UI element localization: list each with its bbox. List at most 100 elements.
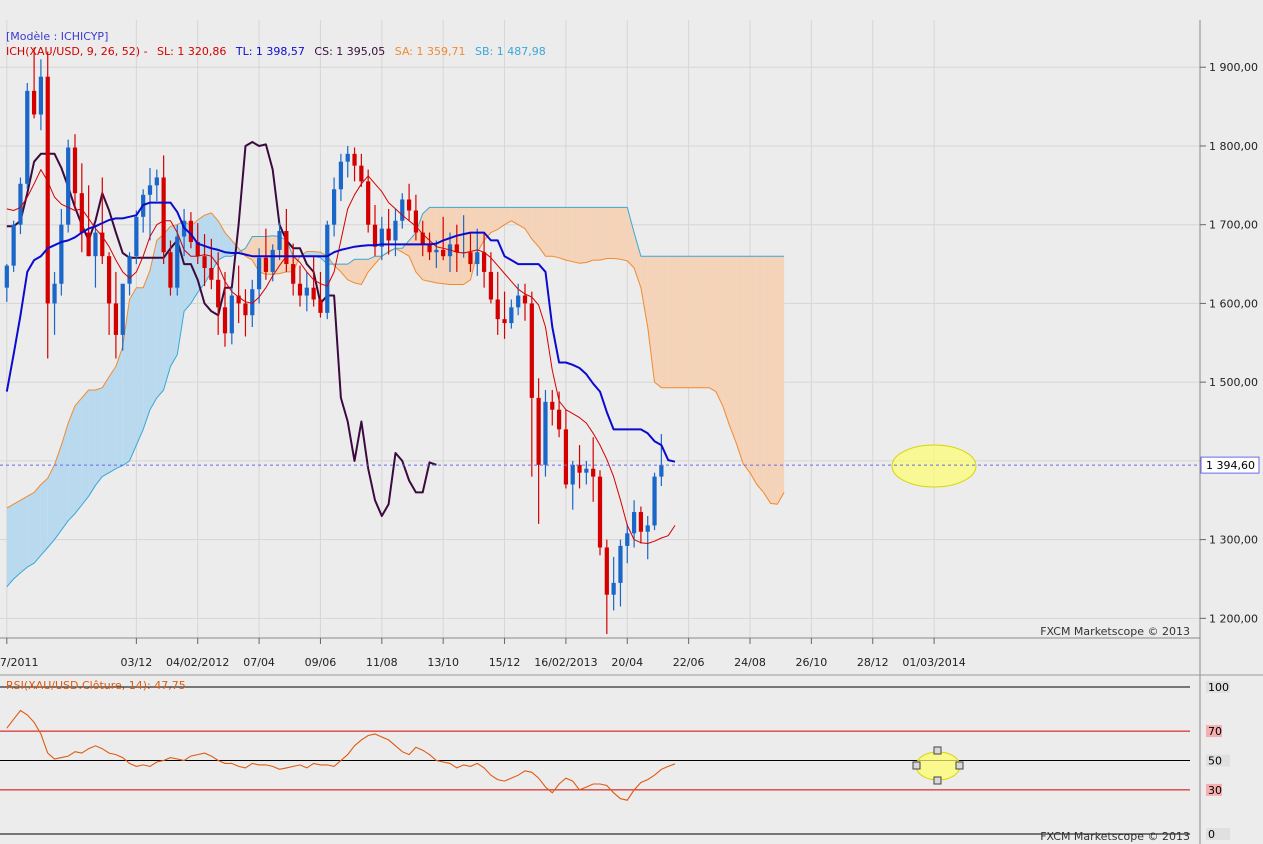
cloud-segment bbox=[368, 256, 375, 272]
candle bbox=[488, 252, 494, 304]
candle bbox=[359, 153, 364, 187]
candle bbox=[127, 252, 132, 296]
candle-body bbox=[366, 181, 371, 225]
candle bbox=[625, 523, 630, 564]
cloud-segment bbox=[122, 299, 130, 466]
candle bbox=[645, 515, 650, 560]
x-tick-label: 26/10 bbox=[796, 656, 828, 669]
candle bbox=[604, 539, 609, 635]
candle-body bbox=[318, 299, 323, 313]
candle-body bbox=[4, 265, 9, 288]
x-tick-label: 11/08 bbox=[366, 656, 398, 669]
candle bbox=[468, 232, 473, 272]
candle-body bbox=[379, 228, 384, 247]
selection-handles bbox=[912, 746, 964, 785]
cloud-segment bbox=[593, 207, 600, 261]
candle bbox=[168, 240, 173, 296]
candle-body bbox=[618, 545, 623, 583]
cloud-segment bbox=[6, 504, 14, 587]
candle bbox=[495, 271, 500, 335]
cloud-segment bbox=[13, 500, 21, 579]
cs-value: CS: 1 395,05 bbox=[314, 45, 385, 58]
cloud-segment bbox=[743, 256, 750, 473]
candle-body bbox=[386, 228, 391, 241]
candle-body bbox=[79, 193, 84, 233]
candle bbox=[106, 252, 112, 335]
cloud-segment bbox=[463, 207, 471, 285]
cloud-segment bbox=[668, 256, 675, 388]
candle bbox=[256, 248, 262, 304]
candle bbox=[509, 299, 514, 329]
candle bbox=[86, 185, 91, 257]
candle-body bbox=[325, 224, 330, 313]
cloud-segment bbox=[750, 256, 757, 485]
cloud-segment bbox=[95, 387, 103, 486]
candle-body bbox=[529, 303, 534, 398]
cloud-segment bbox=[709, 256, 716, 392]
candle bbox=[372, 205, 378, 257]
candle bbox=[481, 232, 487, 288]
y-tick-label: 1 300,00 bbox=[1209, 534, 1258, 547]
cloud-segment bbox=[20, 496, 28, 573]
cloud-segment bbox=[640, 256, 648, 328]
candle bbox=[338, 153, 344, 202]
candle bbox=[536, 378, 541, 524]
candle bbox=[652, 472, 657, 531]
candle-body bbox=[297, 283, 303, 296]
candle bbox=[4, 264, 9, 302]
candle-body bbox=[604, 547, 609, 595]
candle bbox=[72, 134, 78, 209]
selection-handle[interactable] bbox=[955, 761, 964, 770]
selection-handle[interactable] bbox=[933, 746, 942, 755]
cloud-segment bbox=[347, 259, 355, 283]
cloud-segment bbox=[340, 264, 348, 280]
candle bbox=[284, 208, 289, 272]
candle-body bbox=[216, 279, 221, 308]
sl-value: SL: 1 320,86 bbox=[157, 45, 226, 58]
x-tick-label: 24/08 bbox=[734, 656, 766, 669]
candle-body bbox=[652, 476, 657, 526]
y-tick-label: 1 900,00 bbox=[1209, 61, 1258, 74]
candle bbox=[427, 232, 432, 261]
candle bbox=[161, 155, 166, 265]
candle-body bbox=[86, 232, 91, 257]
cloud-segment bbox=[81, 390, 89, 505]
candle-body bbox=[263, 257, 269, 272]
candle-body bbox=[113, 303, 119, 335]
candle-body bbox=[570, 464, 575, 485]
cloud-segment bbox=[211, 212, 219, 272]
candle bbox=[638, 506, 644, 544]
cloud-segment bbox=[102, 376, 110, 477]
candlestick-series bbox=[4, 47, 664, 635]
candle-body bbox=[93, 232, 98, 257]
candle bbox=[59, 208, 64, 296]
candle bbox=[93, 224, 98, 288]
selection-handle[interactable] bbox=[912, 761, 921, 770]
cloud-segment bbox=[27, 492, 35, 568]
cloud-segment bbox=[156, 234, 164, 398]
cloud-segment bbox=[47, 464, 55, 548]
y-tick-label: 1 200,00 bbox=[1209, 612, 1258, 625]
x-tick-label: 20/04 bbox=[611, 656, 643, 669]
rsi-level-tag bbox=[1206, 725, 1222, 738]
candle-body bbox=[550, 401, 555, 410]
price-tag: 1 394,60 bbox=[1206, 459, 1255, 472]
kijun-line bbox=[5, 201, 676, 463]
cloud-segment bbox=[565, 207, 573, 262]
candle-body bbox=[631, 512, 637, 534]
rsi-level-tag bbox=[1206, 681, 1230, 693]
candle bbox=[434, 240, 439, 268]
cloud-segment bbox=[688, 256, 696, 388]
cloud-segment bbox=[647, 256, 655, 383]
candle-body bbox=[556, 409, 562, 430]
candle-body bbox=[31, 90, 37, 115]
rsi-level-label: 30 bbox=[1208, 784, 1222, 797]
candle-body bbox=[59, 224, 64, 284]
candle-body bbox=[563, 429, 569, 485]
x-tick-label: 04/02/2012 bbox=[166, 656, 229, 669]
candle-body bbox=[522, 295, 528, 304]
candle-body bbox=[106, 256, 112, 304]
selection-handle[interactable] bbox=[933, 776, 942, 785]
cloud-segment bbox=[109, 366, 116, 473]
